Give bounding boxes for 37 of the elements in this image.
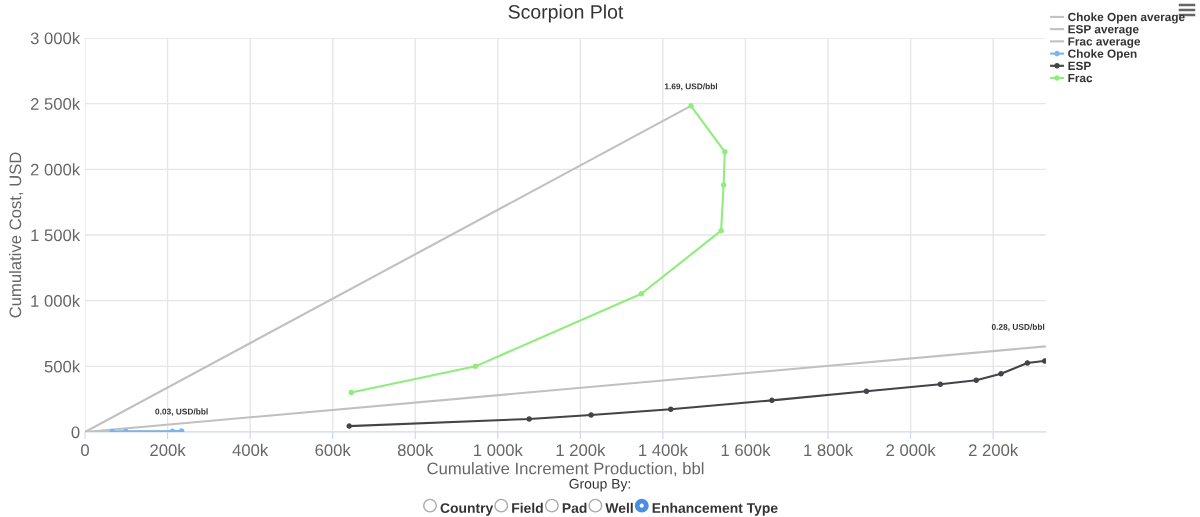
x-tick-label: 400k [232,443,269,457]
y-axis-title: Cumulative Cost, USD [9,152,24,318]
text: Well [605,502,633,513]
legend-label: Frac average [1068,37,1141,49]
text: Group By: [569,478,630,492]
y-tick-label: 500k [44,360,81,373]
y-tick-label: 0 [71,426,80,439]
x-tick-label: 1 200k [556,443,606,457]
x-tick-label: 1 400k [639,443,688,457]
text: Pad [562,502,587,513]
legend-label: ESP average [1068,25,1139,36]
x-tick-label: 800k [397,443,434,457]
annotation: 0.03, USD/bbl [155,408,208,416]
legend-label: ESP [1068,61,1091,71]
y-tick-label: 3 000k [30,31,81,45]
x-tick-label: 600k [315,443,351,457]
x-tick-label: 200k [150,443,186,457]
text: Enhancement Type [652,502,778,516]
x-tick-label: 1 600k [721,443,771,457]
x-tick-label: 2 000k [886,443,936,457]
y-tick-label: 1 000k [31,294,81,307]
x-tick-label: 2 200k [968,443,1019,457]
x-tick-label: 1 800k [804,443,854,457]
text: Country [440,503,494,516]
y-tick-label: 1 500k [31,228,81,242]
x-tick-label: 1 000k [474,443,523,457]
y-tick-label: 2 500k [30,97,81,110]
legend-label: Choke Open [1068,49,1137,61]
y-tick-label: 2 000k [30,163,81,176]
x-tick-label: 0 [81,444,89,457]
annotation: 0.28, USD/bbl [991,323,1045,332]
chart-title: Scorpion Plot [508,4,624,23]
legend-label: Choke Open average [1068,12,1185,24]
x-axis-title: Cumulative Increment Production, bbl [427,462,704,477]
legend-label: Frac [1068,73,1093,83]
text: Field [512,502,543,513]
annotation: 1.69, USD/bbl [664,83,718,91]
